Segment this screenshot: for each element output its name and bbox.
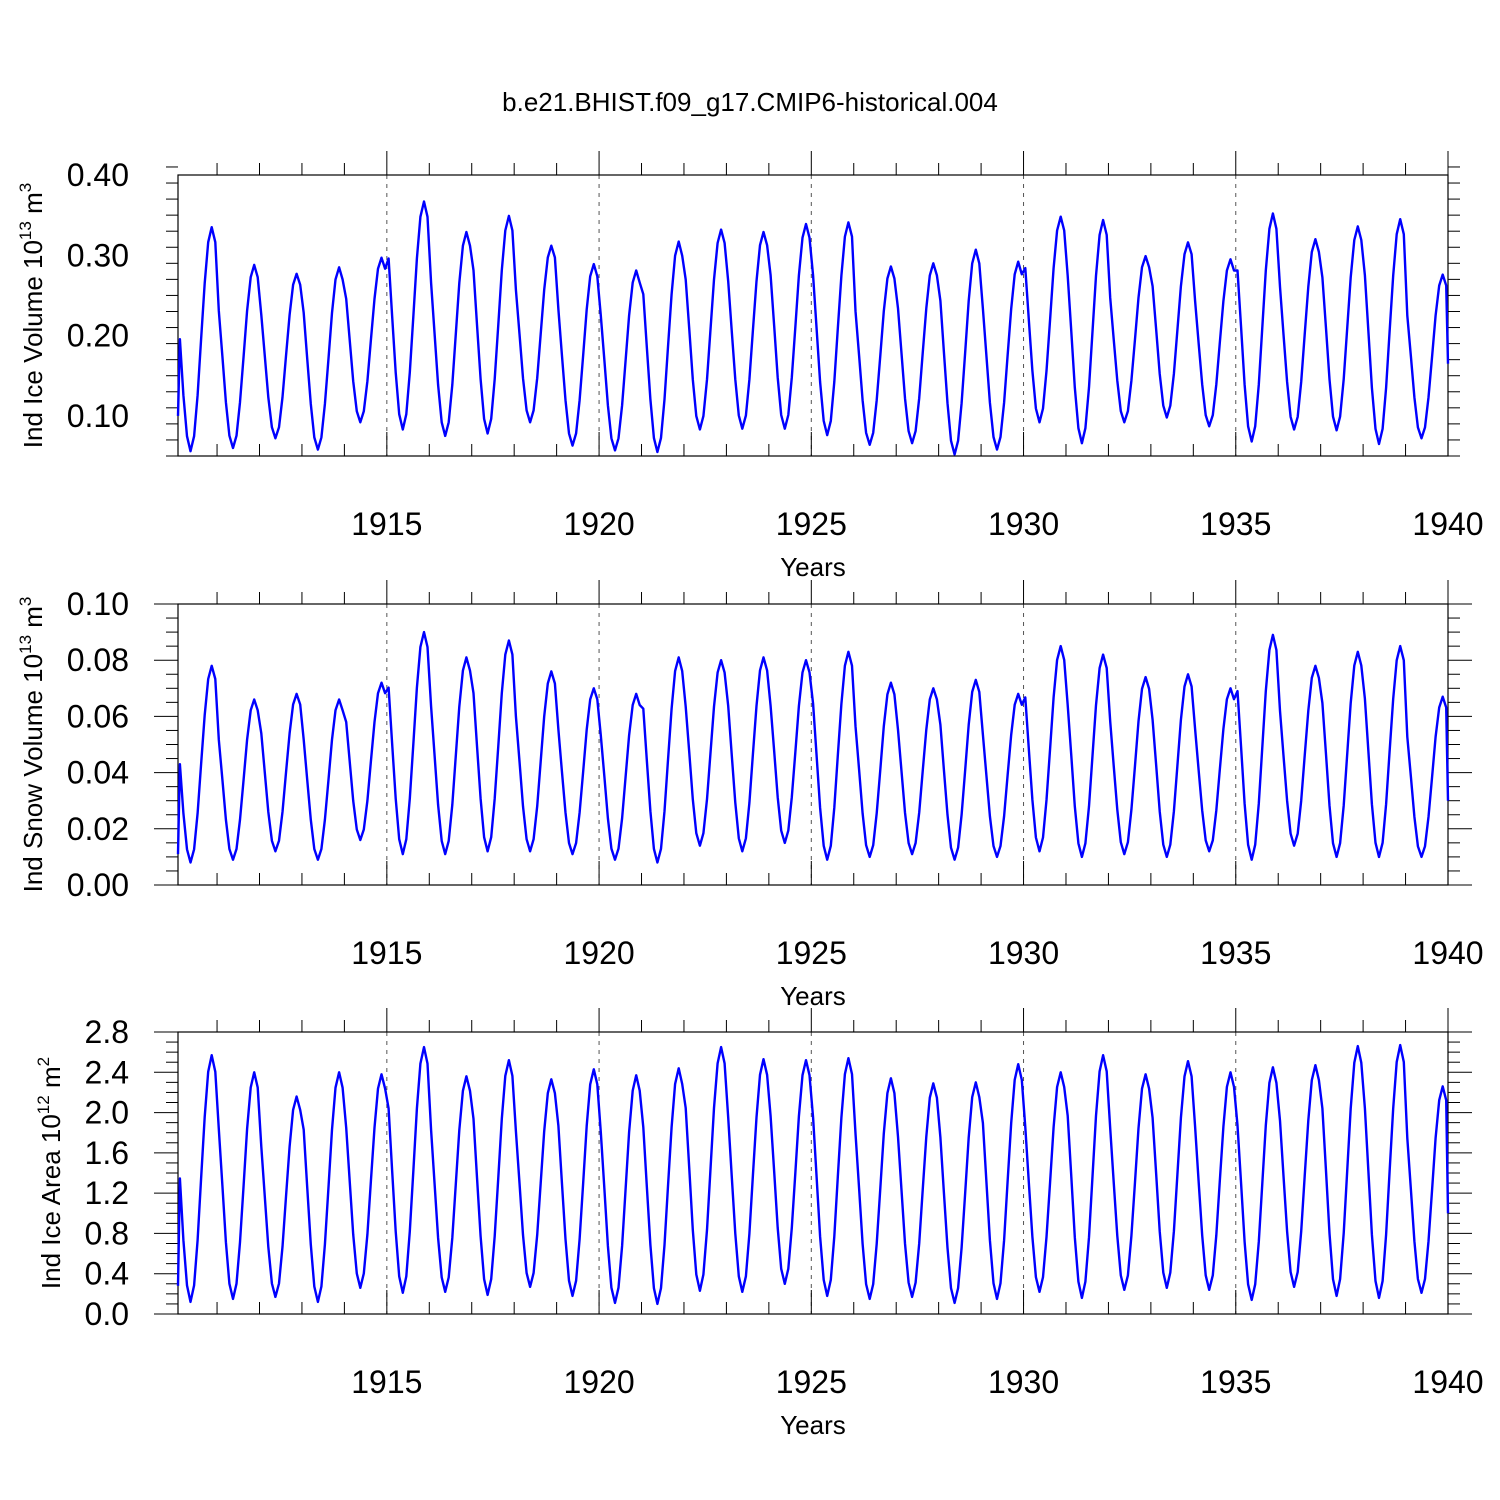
y-tick-label: 2.4 <box>85 1054 129 1090</box>
y-axis-title-part: m <box>18 192 48 221</box>
y-tick-label: 0.04 <box>67 755 129 791</box>
x-axis-title: Years <box>780 1410 846 1440</box>
y-tick-label: 0.4 <box>85 1256 129 1292</box>
y-axis-title-part: Ind Snow Volume 10 <box>18 654 48 893</box>
panel-1: 1915 1920 1925 1930 1935 1940 Years 0.40 0.30 0.2… <box>16 151 1484 582</box>
y-tick-label: 0.40 <box>67 157 129 193</box>
x-tick-label: 1930 <box>988 1364 1059 1400</box>
x-tick-label: 1935 <box>1200 506 1271 542</box>
y-axis-title-superscript: 2 <box>34 1057 53 1066</box>
y-tick-label: 2.0 <box>85 1095 129 1131</box>
y-tick-label: 1.2 <box>85 1175 129 1211</box>
chart-title: b.e21.BHIST.f09_g17.CMIP6-historical.004 <box>502 87 998 117</box>
panel-3: 1915 1920 1925 1930 1935 1940 Years 2.8 2.4 2.0 1.… <box>34 1008 1484 1440</box>
y-axis-title: Ind Snow Volume 1013 m3 <box>16 597 48 893</box>
y-tick-label: 0.02 <box>67 811 129 847</box>
x-tick-label: 1920 <box>563 1364 634 1400</box>
x-axis-title: Years <box>780 552 846 582</box>
y-tick-label: 0.30 <box>67 237 129 273</box>
y-axis-title-superscript: 13 <box>16 635 35 654</box>
y-axis-title: Ind Ice Volume 1013 m3 <box>16 183 48 448</box>
plot-frame <box>177 174 1449 457</box>
y-tick-label: 0.8 <box>85 1215 129 1251</box>
y-axis-title-superscript: 12 <box>34 1095 53 1114</box>
y-axis-title-superscript: 3 <box>16 183 35 192</box>
plot-frame <box>177 603 1449 886</box>
x-tick-label: 1935 <box>1200 935 1271 971</box>
x-tick-label: 1915 <box>351 935 422 971</box>
y-tick-label: 0.00 <box>67 867 129 903</box>
y-tick-label: 0.08 <box>67 642 129 678</box>
x-tick-label: 1940 <box>1412 506 1483 542</box>
y-axis-title: Ind Ice Area 1012 m2 <box>34 1057 66 1289</box>
x-tick-label: 1940 <box>1412 935 1483 971</box>
y-tick-label: 0.10 <box>67 586 129 622</box>
series-line <box>176 630 1450 864</box>
series-line <box>176 1043 1450 1306</box>
y-tick-label: 0.20 <box>67 318 129 354</box>
y-axis-title-part: m <box>36 1066 66 1095</box>
series-line <box>176 200 1450 456</box>
y-tick-label: 0.06 <box>67 698 129 734</box>
x-tick-label: 1925 <box>776 1364 847 1400</box>
y-tick-label: 0.10 <box>67 398 129 434</box>
x-tick-label: 1935 <box>1200 1364 1271 1400</box>
panel-2: 1915 1920 1925 1930 1935 1940 Years 0.10 0.08 0.0… <box>16 580 1484 1011</box>
x-tick-label: 1915 <box>351 1364 422 1400</box>
x-tick-label: 1920 <box>563 506 634 542</box>
x-tick-label: 1930 <box>988 935 1059 971</box>
x-tick-label: 1915 <box>351 506 422 542</box>
y-tick-label: 0.0 <box>85 1296 129 1332</box>
x-tick-label: 1920 <box>563 935 634 971</box>
y-axis-title-superscript: 3 <box>16 597 35 606</box>
x-tick-label: 1930 <box>988 506 1059 542</box>
panels: 1915 1920 1925 1930 1935 1940 Years 0.40 0.30 0.2… <box>16 151 1484 1440</box>
y-axis-title-superscript: 13 <box>16 221 35 240</box>
y-axis-title-part: Ind Ice Area 10 <box>36 1114 66 1289</box>
x-tick-label: 1925 <box>776 506 847 542</box>
x-axis-title: Years <box>780 981 846 1011</box>
y-tick-label: 1.6 <box>85 1135 129 1171</box>
y-axis-title-part: m <box>18 606 48 635</box>
x-tick-label: 1925 <box>776 935 847 971</box>
y-tick-label: 2.8 <box>85 1014 129 1050</box>
y-axis-title-part: Ind Ice Volume 10 <box>18 240 48 448</box>
x-tick-label: 1940 <box>1412 1364 1483 1400</box>
plot-frame <box>177 1031 1449 1315</box>
